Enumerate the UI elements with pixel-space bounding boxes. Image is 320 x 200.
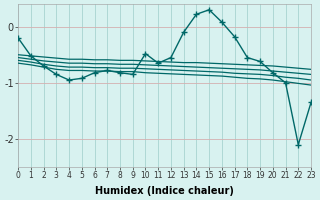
- X-axis label: Humidex (Indice chaleur): Humidex (Indice chaleur): [95, 186, 234, 196]
